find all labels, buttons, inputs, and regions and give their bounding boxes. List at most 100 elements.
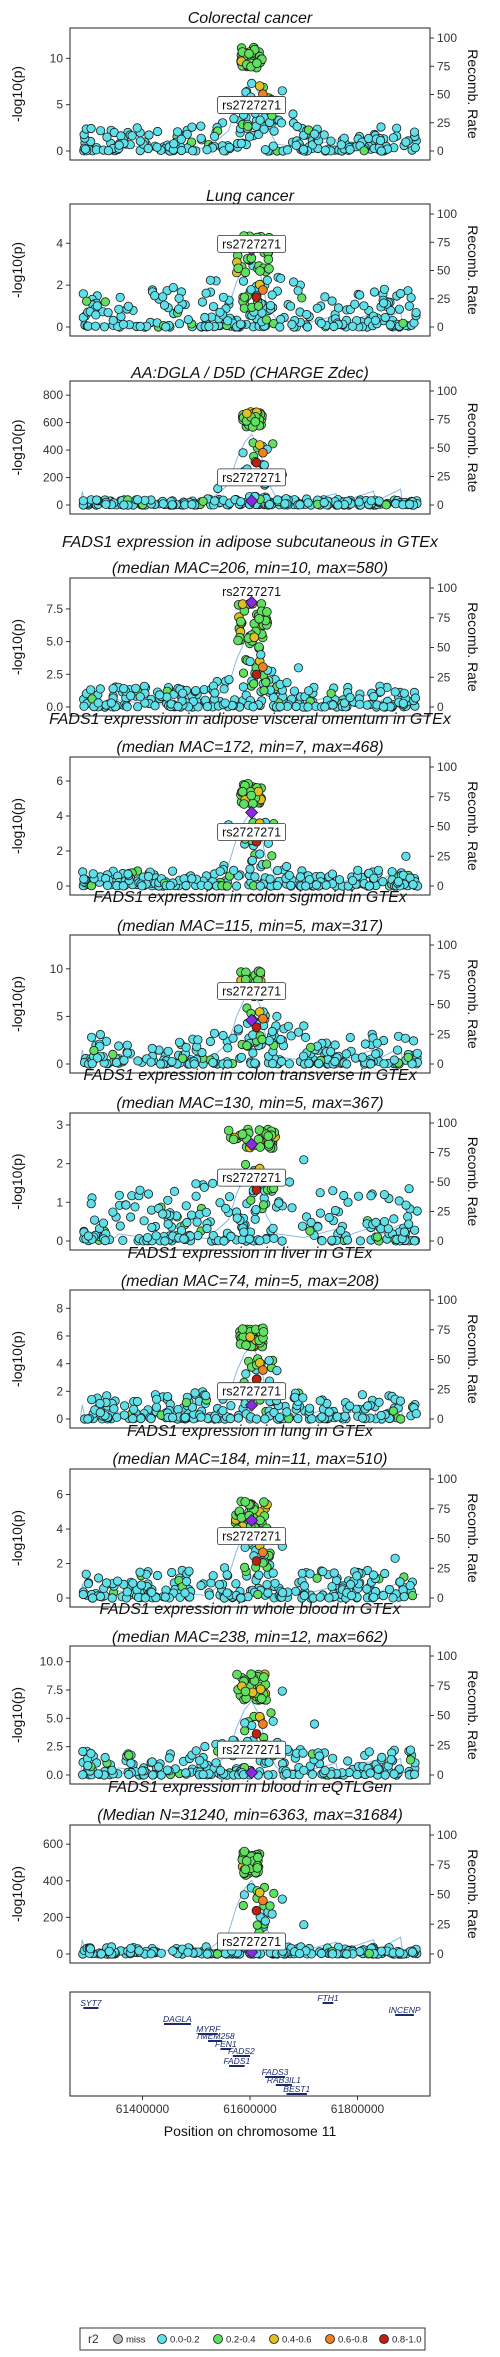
snp-point [350, 299, 360, 309]
snp-point [100, 1752, 110, 1763]
snp-point [201, 1207, 211, 1217]
legend-swatch [213, 2334, 223, 2344]
snp-point [208, 1571, 218, 1581]
snp-point [380, 312, 390, 323]
snp-point [375, 687, 386, 697]
snp-point [354, 497, 364, 507]
lead-snp-marker [245, 805, 259, 820]
snp-point [352, 1571, 362, 1581]
snp-point [299, 1155, 309, 1165]
snp-point [169, 139, 179, 149]
snp-point [366, 496, 376, 506]
gene-label: MYRF [196, 2024, 221, 2034]
snp-point [400, 1033, 410, 1043]
panel-subtitle: (median MAC=130, min=5, max=367) [116, 1095, 383, 1112]
snp-point [163, 1219, 173, 1229]
snp-point [173, 127, 183, 137]
snp-point [238, 276, 249, 286]
snp-point [277, 1588, 288, 1598]
snp-point [129, 1404, 139, 1414]
y-tick-label: 2.5 [46, 1740, 63, 1754]
snp-point [127, 131, 137, 141]
snp-point [386, 1755, 396, 1765]
snp-point [374, 1397, 384, 1407]
snp-point [158, 499, 168, 509]
snp-point [241, 1159, 251, 1170]
snp-point [233, 1413, 243, 1423]
gene-label: SYT7 [80, 1998, 102, 2008]
snp-point [128, 1578, 138, 1588]
snp-point [254, 1125, 265, 1135]
snp-point [106, 698, 116, 708]
snp-point [211, 1414, 221, 1424]
snp-point [115, 292, 125, 302]
snp-point [209, 131, 220, 141]
snp-point [238, 668, 249, 678]
snp-point [329, 1568, 339, 1578]
y2-axis-title: Recomb. Rate [465, 1314, 481, 1404]
panel-7: FADS1 expression in colon transverse in … [9, 1067, 481, 1251]
snp-point [233, 635, 243, 646]
snp-point [250, 872, 260, 882]
snp-point [312, 1573, 322, 1583]
snp-point [345, 1579, 356, 1590]
gene-label: INCENP [388, 2005, 420, 2015]
y-tick-label: 3 [56, 1118, 63, 1132]
snp-point [299, 1021, 309, 1031]
snp-point [396, 1414, 406, 1424]
snp-point [86, 685, 96, 695]
snp-point [121, 1200, 131, 1210]
y2-tick-label: 100 [437, 384, 457, 398]
snp-point [314, 1059, 324, 1069]
y-tick-label: 10 [50, 51, 64, 65]
y-tick-label: 8 [56, 1301, 63, 1315]
snp-point [254, 129, 264, 139]
snp-point [287, 319, 297, 329]
snp-point [189, 1059, 199, 1069]
snp-point [130, 1202, 140, 1212]
y2-axis-title: Recomb. Rate [465, 602, 481, 692]
snp-point [180, 1412, 190, 1423]
snp-point [88, 1593, 98, 1603]
legend-title: r2 [88, 2332, 99, 2346]
snp-point [284, 1177, 295, 1187]
snp-point [163, 1046, 173, 1056]
snp-point [342, 1059, 352, 1069]
snp-point [360, 1039, 370, 1049]
snp-point [118, 881, 128, 891]
snp-point [403, 1052, 413, 1062]
panel-title: FADS1 expression in adipose visceral ome… [49, 711, 452, 728]
snp-point [183, 314, 193, 325]
snp-point [390, 687, 400, 697]
snp-point [293, 1414, 303, 1424]
snp-point [223, 1059, 233, 1069]
snp-point [163, 1392, 173, 1402]
snp-point [236, 1052, 246, 1062]
y-tick-label: 0 [56, 144, 63, 158]
snp-point [320, 292, 330, 302]
lead-snp-label: rs2727271 [222, 826, 281, 840]
snp-point [154, 1762, 164, 1772]
snp-point [389, 1214, 399, 1224]
legend-label: 0.6-0.8 [338, 2335, 368, 2346]
snp-point [118, 319, 129, 329]
y2-axis-title: Recomb. Rate [465, 225, 481, 315]
snp-point [272, 1366, 282, 1376]
lead-snp-label-box [217, 823, 287, 841]
snp-point [252, 1920, 262, 1930]
snp-point [164, 1753, 174, 1763]
snp-point [218, 1030, 228, 1041]
snp-point [232, 1669, 242, 1680]
snp-point [247, 78, 257, 89]
snp-point [315, 1188, 325, 1198]
snp-point [379, 1059, 389, 1069]
snp-point [254, 81, 265, 91]
snp-point [253, 301, 264, 311]
panel-2: Lung cancer rs2727271 0 2 4 0 25 50 75 100 -log10(… [9, 188, 481, 337]
snp-point [161, 322, 171, 332]
y2-tick-label: 0 [437, 700, 444, 714]
snp-point [385, 320, 395, 330]
snp-point [392, 123, 402, 133]
snp-point [304, 686, 314, 696]
snp-point [198, 496, 208, 506]
